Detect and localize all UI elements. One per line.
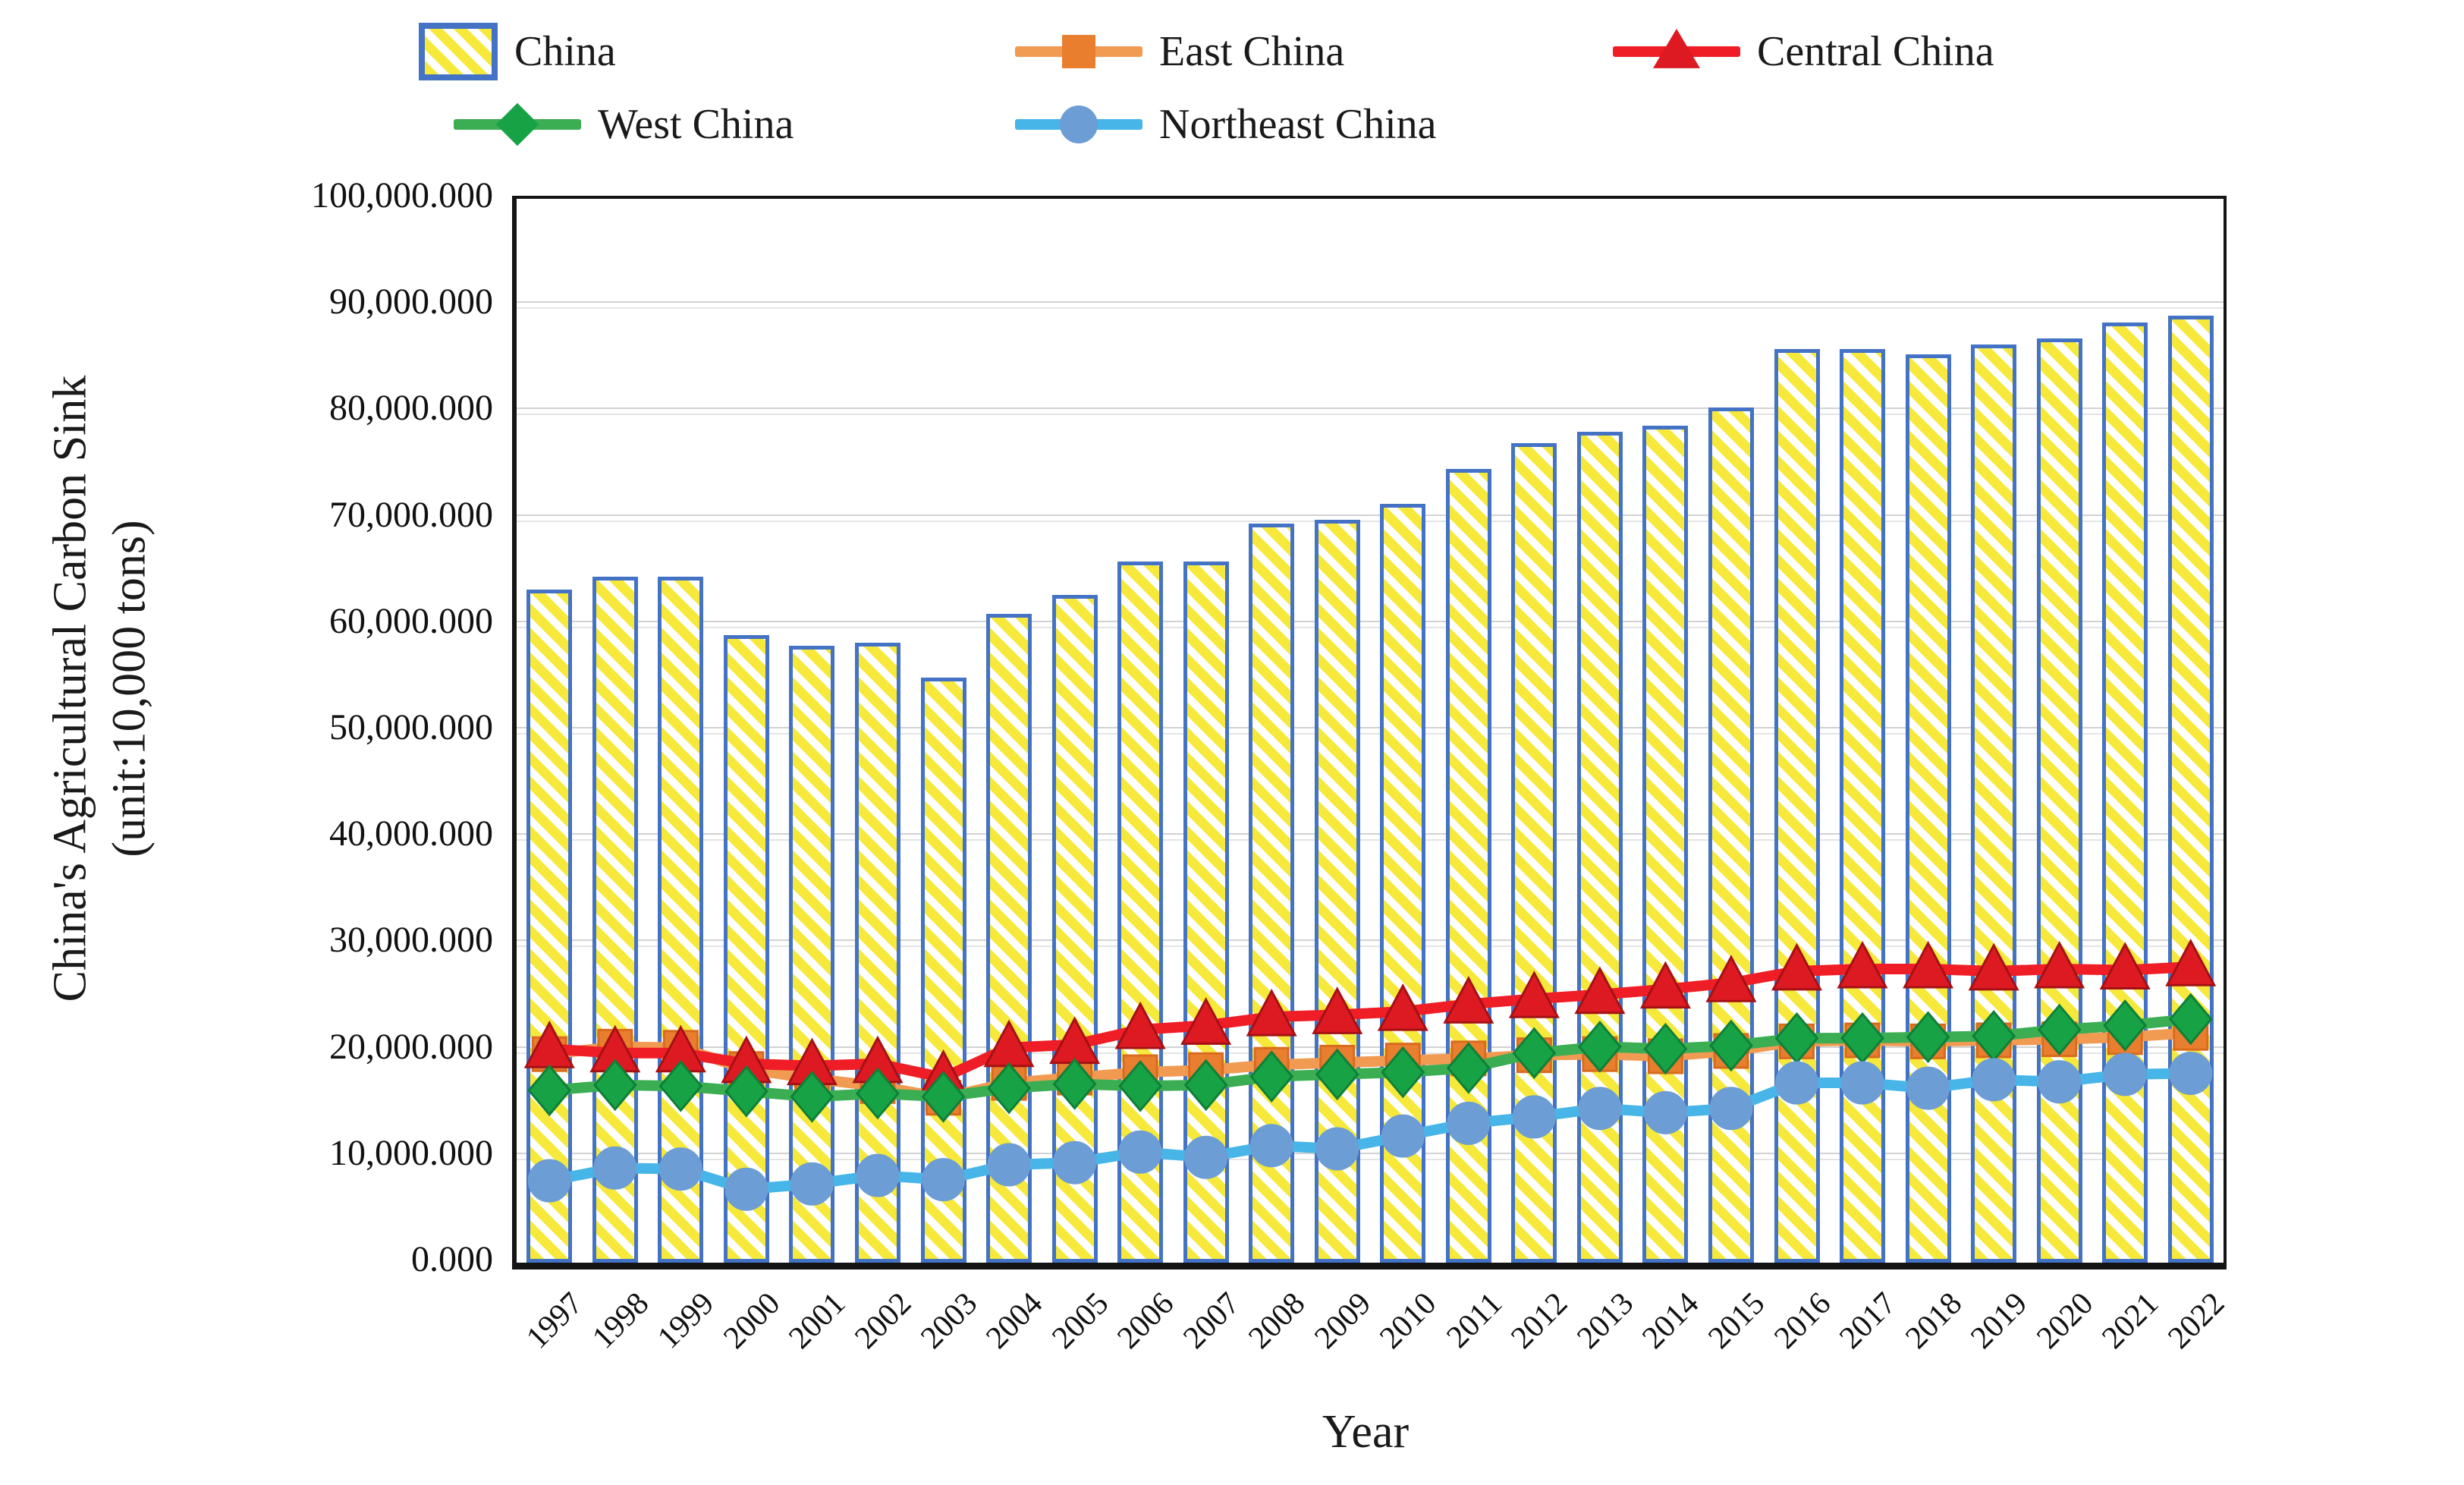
- x-tick-label: 2001: [782, 1285, 853, 1356]
- bar-1998: [592, 576, 638, 1263]
- x-tick-label: 2006: [1111, 1285, 1181, 1356]
- x-tick-label: 1997: [520, 1285, 590, 1356]
- x-tick-label: 2004: [979, 1285, 1050, 1356]
- legend-label-west-china: West China: [598, 101, 794, 148]
- y-tick-label: 40,000.000: [329, 813, 493, 854]
- legend-item-east-china: East China: [1015, 17, 1344, 87]
- legend-label-china: China: [514, 28, 616, 75]
- x-axis-title: Year: [1322, 1406, 1410, 1458]
- line-series-central-china: [523, 939, 2217, 1097]
- gridline-30000: [517, 939, 2224, 948]
- bar-2000: [723, 634, 769, 1263]
- legend-item-central-china: Central China: [1613, 17, 1994, 87]
- x-tick-label: 2013: [1570, 1285, 1641, 1356]
- east-china-line-marker-icon: [1015, 29, 1142, 74]
- bar-2022: [2167, 316, 2214, 1263]
- y-axis-title-line2: (unit:10,000 tons): [103, 520, 155, 857]
- line-series-northeast-china: [527, 1051, 2213, 1211]
- plot-area: [512, 196, 2227, 1269]
- x-tick-label: 2022: [2161, 1285, 2231, 1356]
- bar-2020: [2036, 338, 2082, 1263]
- x-tick-label: 2003: [913, 1285, 984, 1356]
- x-tick-label: 2005: [1045, 1285, 1115, 1356]
- x-tick-label: 1999: [651, 1285, 721, 1356]
- x-tick-label: 2002: [848, 1285, 919, 1356]
- y-tick-label: 90,000.000: [329, 282, 493, 322]
- legend-item-west-china: West China: [454, 90, 794, 159]
- y-tick-label: 100,000.000: [311, 175, 493, 216]
- gridline-70000: [517, 514, 2224, 522]
- gridline-20000: [517, 1046, 2224, 1054]
- y-tick-label: 0.000: [411, 1239, 493, 1279]
- y-tick-label: 80,000.000: [329, 388, 493, 429]
- northeast-china-line-marker-icon: [1015, 102, 1142, 147]
- y-axis-title-line1: China's Agricultural Carbon Sink: [44, 375, 96, 1002]
- gridline-40000: [517, 833, 2224, 842]
- y-axis-title: China's Agricultural Carbon Sink (unit:1…: [42, 120, 159, 1258]
- gridline-90000: [517, 301, 2224, 310]
- x-tick-label: 2011: [1440, 1285, 1510, 1355]
- line-series-layer: [523, 939, 2217, 1211]
- x-tick-label: 2008: [1242, 1285, 1312, 1356]
- legend-item-northeast-china: Northeast China: [1015, 90, 1436, 159]
- legend-item-china: China: [419, 17, 616, 87]
- x-tick-label: 2021: [2095, 1285, 2166, 1356]
- west-china-line-marker-icon: [454, 102, 581, 147]
- bar-2019: [1971, 345, 2017, 1263]
- y-tick-label: 50,000.000: [329, 707, 493, 747]
- y-tick-label: 70,000.000: [329, 494, 493, 535]
- gridline-50000: [517, 727, 2224, 735]
- y-tick-label: 20,000.000: [329, 1026, 493, 1067]
- x-tick-label: 2015: [1702, 1285, 1772, 1356]
- gridline-80000: [517, 407, 2224, 416]
- bar-2017: [1840, 348, 1886, 1263]
- gridline-60000: [517, 620, 2224, 628]
- bar-2016: [1774, 348, 1820, 1263]
- x-tick-label: 2019: [1964, 1285, 2035, 1356]
- line-series-west-china: [527, 993, 2213, 1123]
- central-china-line-marker-icon: [1613, 28, 1740, 74]
- legend-label-northeast-china: Northeast China: [1159, 101, 1437, 148]
- bar-2001: [789, 645, 835, 1263]
- x-tick-label: 2009: [1308, 1285, 1378, 1356]
- x-tick-label: 2020: [2029, 1285, 2100, 1356]
- bar-2021: [2102, 322, 2148, 1263]
- x-tick-label: 1998: [586, 1285, 656, 1356]
- x-tick-label: 2007: [1176, 1285, 1246, 1356]
- gridline-10000: [517, 1152, 2224, 1160]
- china-bar-swatch: [419, 23, 498, 80]
- legend-label-central-china: Central China: [1757, 28, 1994, 75]
- y-tick-label: 10,000.000: [329, 1132, 493, 1173]
- x-tick-label: 2014: [1636, 1285, 1706, 1356]
- x-tick-label: 2010: [1373, 1285, 1444, 1356]
- y-tick-label: 30,000.000: [329, 920, 493, 961]
- x-tick-label: 2017: [1833, 1285, 1903, 1356]
- x-tick-label: 2016: [1767, 1285, 1837, 1356]
- bar-1997: [526, 589, 573, 1263]
- y-tick-label: 60,000.000: [329, 600, 493, 641]
- bar-2018: [1905, 354, 1951, 1263]
- x-tick-label: 2000: [717, 1285, 787, 1356]
- x-tick-label: 2018: [1898, 1285, 1969, 1356]
- legend-label-east-china: East China: [1159, 28, 1345, 75]
- x-tick-label: 2012: [1504, 1285, 1575, 1356]
